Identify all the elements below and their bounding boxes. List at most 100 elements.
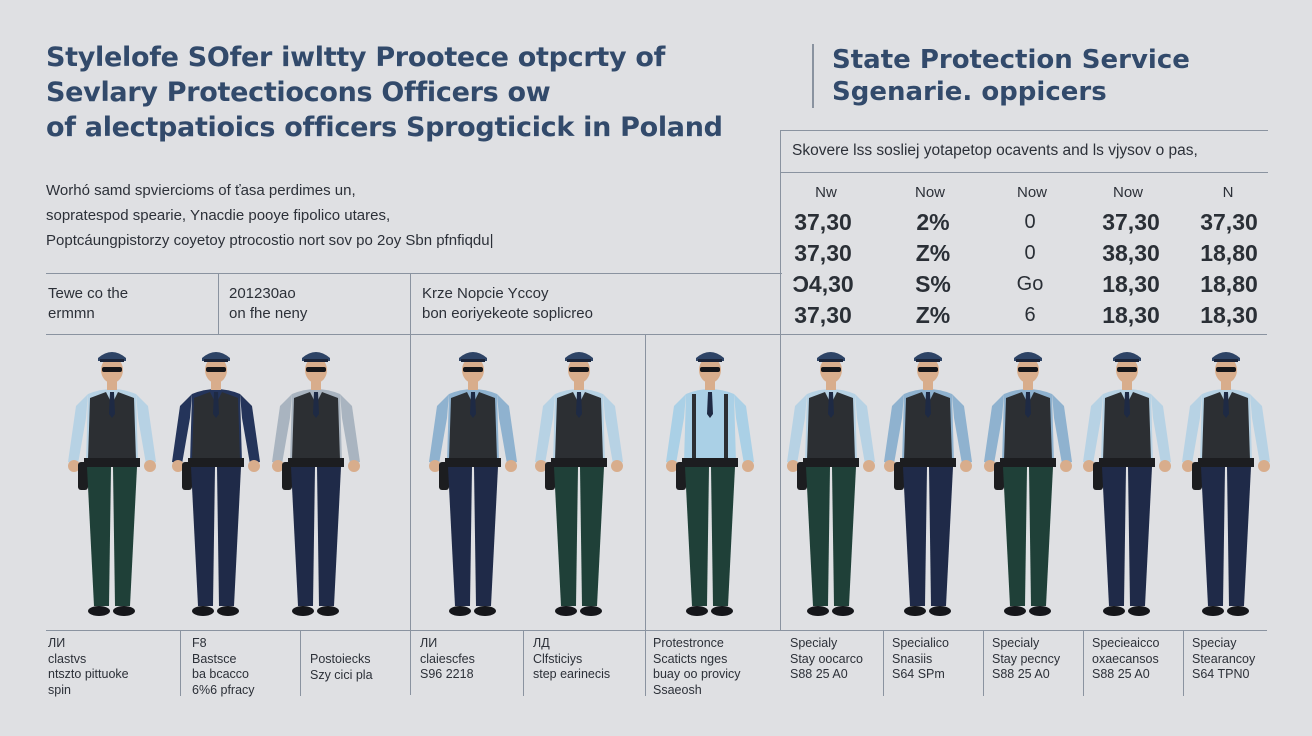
officer-figure: [421, 344, 525, 624]
officer-holster: [182, 462, 192, 490]
officer-neck: [574, 380, 584, 390]
officer-neck: [107, 380, 117, 390]
intro-line: sopratespod spearie, Ynacdie pooye fipol…: [46, 207, 391, 224]
officer-left-arm: [787, 394, 807, 464]
divider: [46, 630, 1267, 631]
officer-right-leg: [1128, 467, 1152, 606]
footer-line: Specialy: [790, 636, 838, 650]
footer-line: Scaticts nges: [653, 651, 728, 666]
officer-right-hand: [863, 460, 875, 472]
footer-line: Protestronce: [653, 636, 724, 650]
officer-left-arm: [884, 394, 904, 464]
officer-right-arm: [1151, 394, 1171, 464]
footer-line: buay oo provicy: [653, 667, 741, 681]
section-header: Krze Nopcie Yccoy bon eoriyekeote soplic…: [422, 284, 593, 324]
title-line: Sevlary Protectiocons Officers ow: [46, 77, 551, 108]
officer-sunglasses: [700, 367, 720, 372]
table-cell: 18,30: [1200, 302, 1258, 328]
officer-left-leg: [87, 467, 111, 606]
officer-right-arm: [136, 394, 156, 464]
officer-vest: [292, 392, 340, 460]
officer-right-leg: [1029, 467, 1053, 606]
officer-right-hand: [505, 460, 517, 472]
officer-cap: [98, 352, 126, 361]
footer-line: oxaecansos: [1092, 651, 1159, 666]
page-title: Stylelofe SOfer iwltty Prootece otpcrty …: [46, 40, 726, 145]
officer-holster: [282, 462, 292, 490]
officer-left-shoe: [686, 606, 708, 616]
officer-left-leg: [903, 467, 927, 606]
officer-left-hand: [984, 460, 996, 472]
section-header-line: Krze Nopcie Yccoy: [422, 285, 549, 302]
footer-line: Specieaicco: [1092, 636, 1160, 650]
officer-right-leg: [474, 467, 498, 606]
officer-vest: [1004, 392, 1052, 460]
officer-right-shoe: [1029, 606, 1051, 616]
table-column-header: Now: [1112, 184, 1143, 201]
section-header: 201230ao on fhe neny: [229, 284, 307, 324]
officer-cap-brim: [304, 359, 328, 362]
footer-line: step earinecis: [533, 667, 611, 681]
divider: [218, 273, 219, 334]
footer-caption: Speciay Stearancoy S64 TPN0: [1192, 636, 1255, 683]
officer-right-hand: [1159, 460, 1171, 472]
officer-illustration: [666, 352, 754, 616]
footer-line: Postoiecks: [310, 652, 371, 666]
officer-right-shoe: [711, 606, 733, 616]
officer-right-arm: [240, 394, 260, 464]
officer-tie: [828, 392, 834, 418]
officer-left-arm: [68, 394, 88, 464]
table-cell: 18,30: [1102, 302, 1160, 328]
title-line: Stylelofe SOfer iwltty Prootece otpcrty …: [46, 42, 666, 73]
officer-cap: [914, 352, 942, 361]
officer-right-hand: [611, 460, 623, 472]
officer-right-hand: [348, 460, 360, 472]
table-cell: 37,30: [1102, 209, 1160, 235]
officer-vest: [88, 392, 136, 460]
officer-sunglasses: [206, 367, 226, 372]
table-cell: 18,80: [1200, 240, 1258, 266]
officer-tie: [1025, 392, 1031, 418]
officer-tie: [213, 392, 219, 418]
right-title: State Protection Service Sgenarie. oppic…: [812, 44, 1190, 108]
officer-holster: [1093, 462, 1103, 490]
footer-caption: Specialy Stay oocarco S88 25 A0: [790, 636, 863, 683]
officer-left-hand: [429, 460, 441, 472]
officer-holster: [78, 462, 88, 490]
officer-cap: [1212, 352, 1240, 361]
table-cell: Z%: [915, 302, 951, 328]
officer-sunglasses: [1216, 367, 1236, 372]
divider: [645, 334, 646, 630]
divider: [1183, 630, 1184, 696]
footer-caption: Specialy Stay pecncy S88 25 A0: [992, 636, 1060, 683]
officer-illustration: [787, 352, 875, 616]
officer-left-hand: [666, 460, 678, 472]
officer-cap: [1113, 352, 1141, 361]
footer-line: F8: [192, 636, 207, 650]
officer-right-shoe: [217, 606, 239, 616]
officer-sunglasses: [1018, 367, 1038, 372]
officer-right-hand: [1060, 460, 1072, 472]
table-cell: 6: [1024, 304, 1036, 326]
officer-holster: [1192, 462, 1202, 490]
officer-vest: [192, 392, 240, 460]
footer-line: Bastsce: [192, 651, 237, 666]
table-cell: S%: [915, 271, 951, 297]
officer-sunglasses: [918, 367, 938, 372]
officer-illustration: [429, 352, 517, 616]
officer-left-shoe: [449, 606, 471, 616]
officer-cap: [302, 352, 330, 361]
officer-cap-brim: [698, 359, 722, 362]
officer-left-leg: [291, 467, 315, 606]
officer-left-arm: [429, 394, 449, 464]
officer-sunglasses: [821, 367, 841, 372]
officer-left-arm: [984, 394, 1004, 464]
officer-right-shoe: [474, 606, 496, 616]
officer-left-hand: [535, 460, 547, 472]
divider: [645, 630, 646, 696]
officer-neck: [1023, 380, 1033, 390]
divider: [780, 130, 781, 630]
officer-neck: [468, 380, 478, 390]
officer-left-shoe: [292, 606, 314, 616]
officer-vest: [1202, 392, 1250, 460]
